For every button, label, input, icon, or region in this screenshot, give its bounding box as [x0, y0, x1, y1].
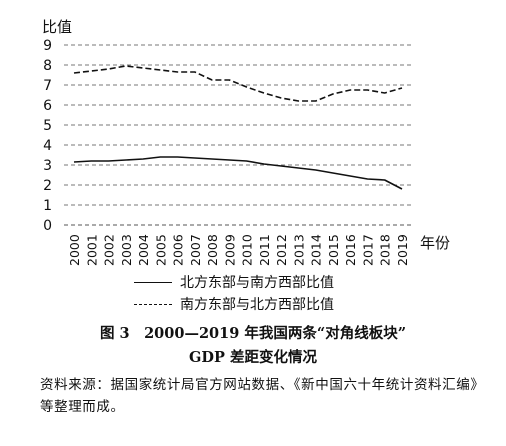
x-tick-label: 2015	[326, 234, 341, 266]
y-tick-label: 8	[43, 58, 52, 74]
legend-item-south-east: 南方东部与北方西部比值	[134, 293, 434, 315]
legend-label-south-east: 南方东部与北方西部比值	[180, 297, 334, 313]
x-tick-label: 2018	[378, 234, 393, 266]
x-tick-label: 2011	[257, 234, 272, 266]
y-axis-title: 比值	[42, 18, 72, 36]
y-tick-label: 5	[43, 118, 52, 134]
x-tick-label: 2002	[102, 234, 117, 266]
series-line-south-east	[73, 65, 403, 102]
y-tick-label: 9	[43, 38, 52, 54]
x-tick-label: 2004	[136, 234, 151, 266]
y-tick-label: 6	[43, 98, 52, 114]
legend-swatch-dashed	[134, 303, 172, 305]
x-tick-label: 2016	[343, 234, 358, 266]
series-line-north-east	[73, 156, 403, 190]
y-tick-label: 4	[43, 138, 52, 154]
x-tick-label: 2003	[119, 234, 134, 266]
x-tick-label: 2005	[153, 234, 168, 266]
x-tick-labels: 2000 2001 2002 2003 2004 2005 2006 2007 2008 2009…	[67, 234, 410, 266]
gridlines	[64, 44, 412, 226]
x-tick-label: 2010	[240, 234, 255, 266]
x-tick-label: 2014	[309, 234, 324, 266]
x-tick-label: 2007	[188, 234, 203, 266]
y-tick-label: 7	[43, 78, 52, 94]
x-tick-label: 2012	[274, 234, 289, 266]
x-tick-label: 2001	[84, 234, 99, 266]
y-tick-label: 1	[43, 198, 52, 214]
legend-item-north-east: 北方东部与南方西部比值	[134, 271, 434, 293]
legend-swatch-solid	[134, 281, 172, 283]
figure-title-line-1: 图 3 2000—2019 年我国两条“对角线板块”	[99, 325, 407, 342]
y-tick-label: 0	[43, 218, 52, 234]
x-axis-title: 年份	[420, 234, 450, 252]
x-tick-label: 2013	[291, 234, 306, 266]
y-tick-label: 3	[43, 158, 52, 174]
legend-label-north-east: 北方东部与南方西部比值	[180, 275, 334, 291]
y-tick-label: 2	[43, 178, 52, 194]
x-tick-label: 2008	[205, 234, 220, 266]
source-note: 资料来源：据国家统计局官方网站数据、《新中国六十年统计资料汇编》等整理而成。	[40, 377, 478, 415]
x-tick-label: 2006	[171, 234, 186, 266]
figure-title-line-2: GDP 差距变化情况	[189, 349, 317, 366]
series-lines	[73, 65, 403, 190]
x-tick-label: 2019	[395, 234, 410, 266]
x-tick-label: 2009	[222, 234, 237, 266]
x-tick-label: 2017	[360, 234, 375, 266]
x-tick-label: 2000	[67, 234, 82, 266]
y-tick-labels: 0 1 2 3 4 5 6 7 8 9	[43, 38, 52, 234]
